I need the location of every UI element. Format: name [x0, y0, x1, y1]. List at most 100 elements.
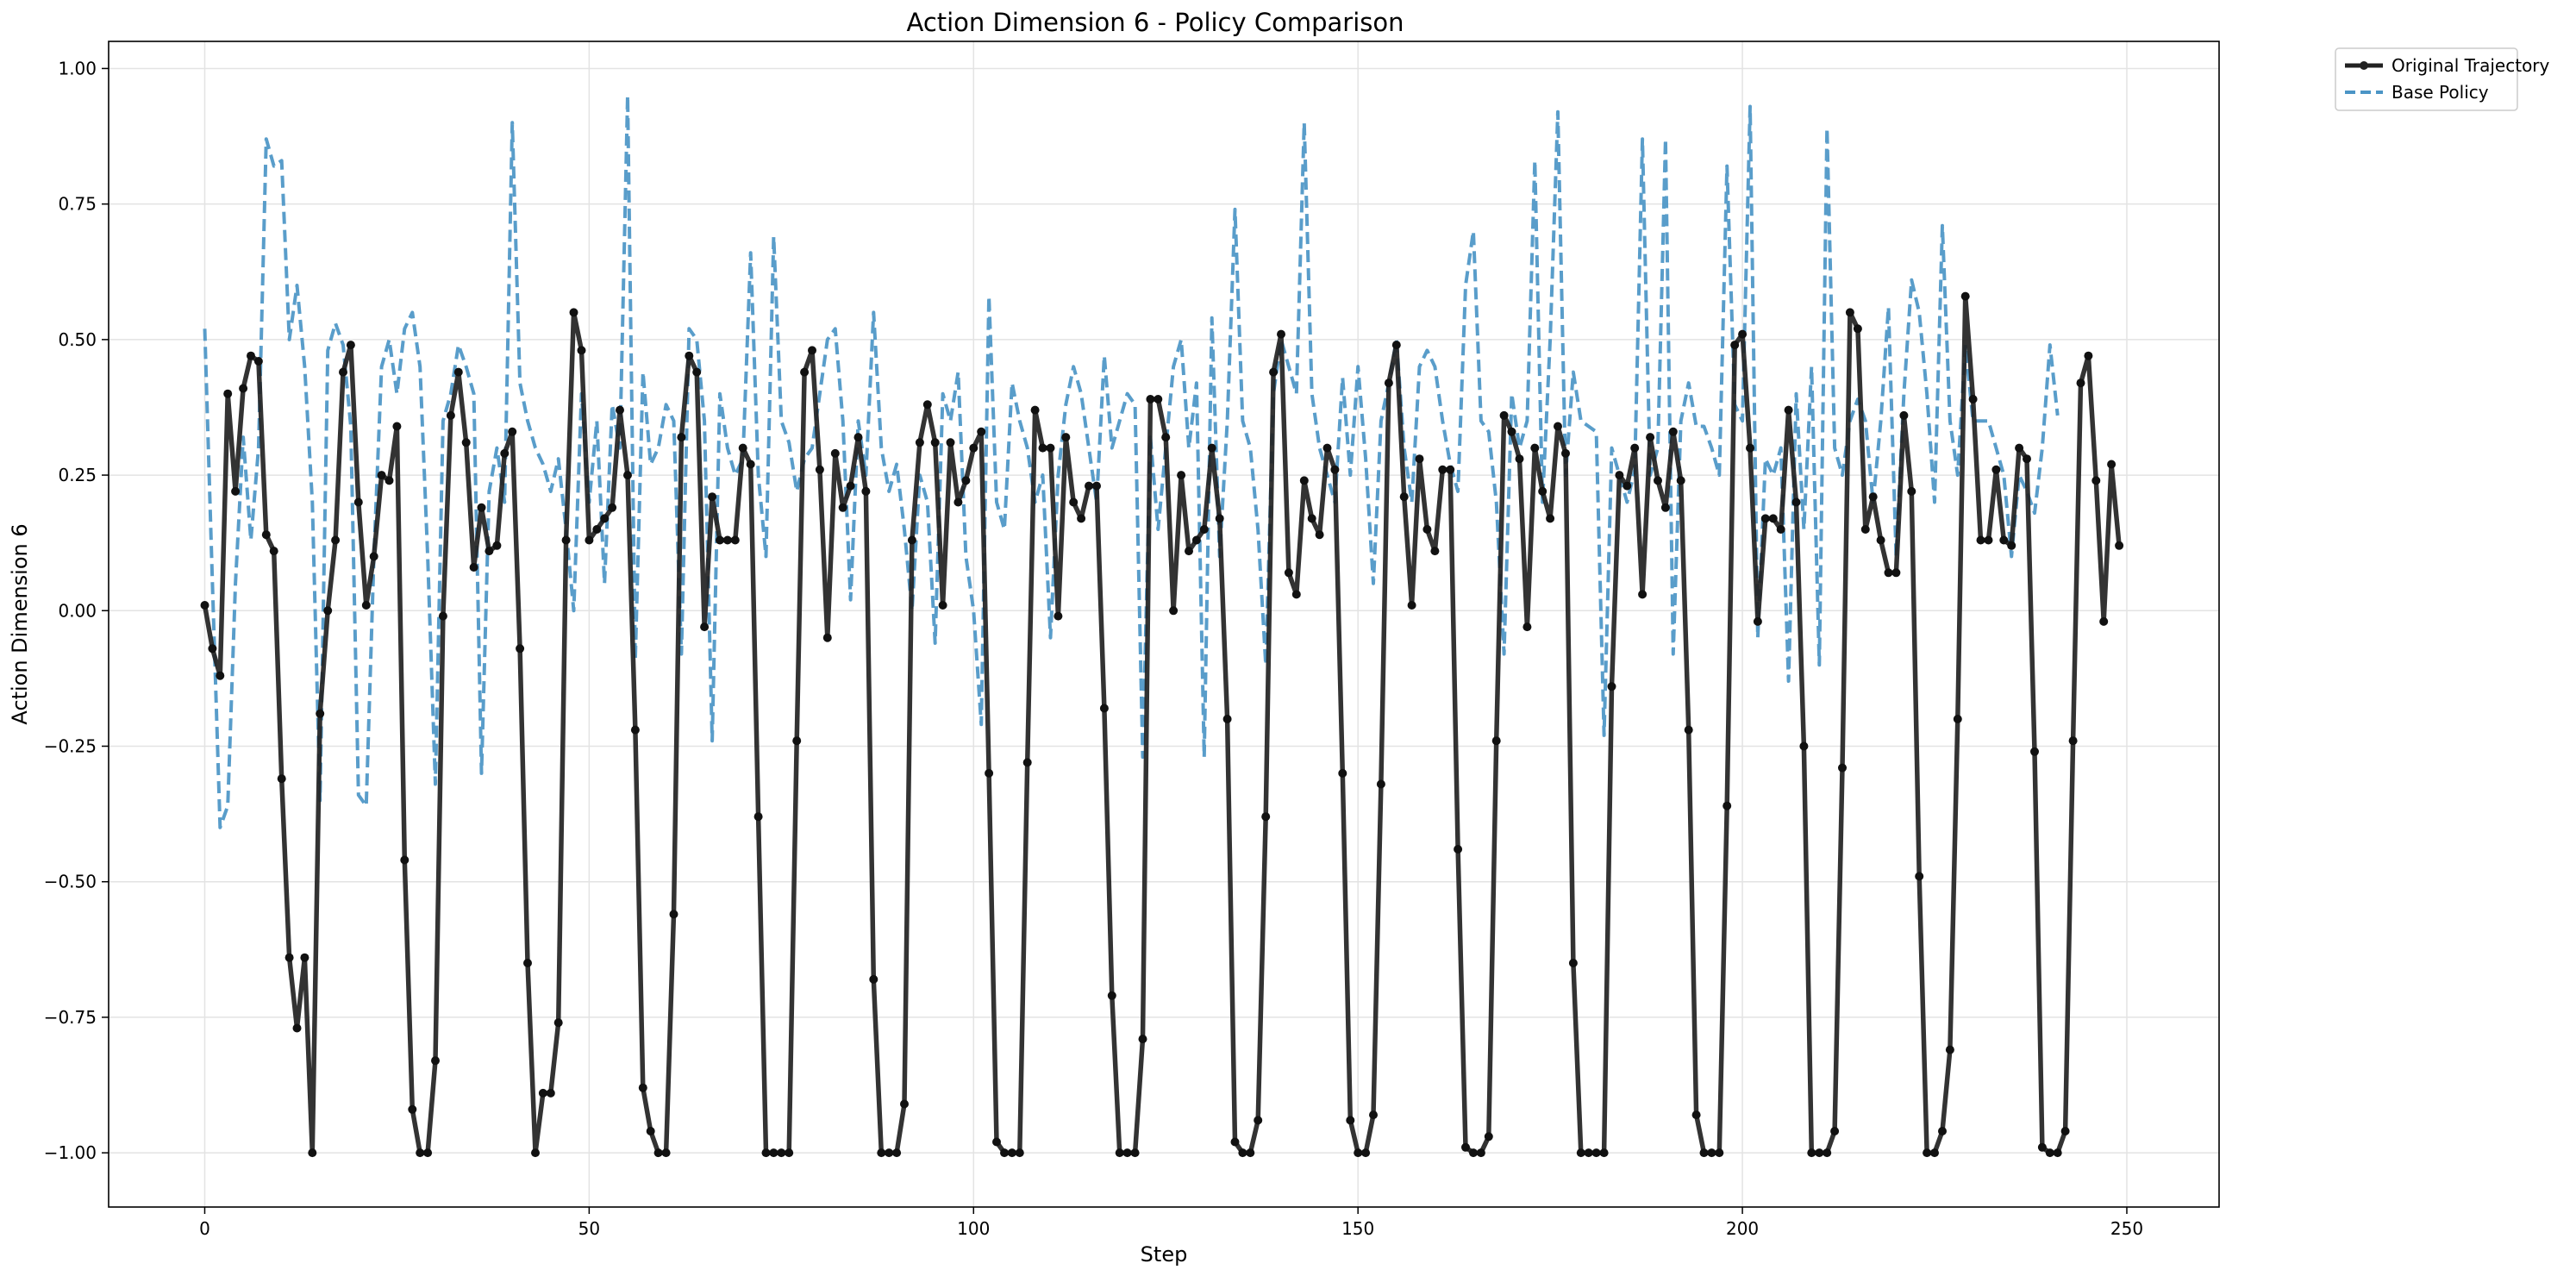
data-point-original	[1069, 497, 1079, 507]
data-point-original	[746, 460, 755, 469]
data-point-original	[1884, 568, 1893, 578]
data-point-original	[1576, 1148, 1585, 1158]
data-point-original	[1000, 1148, 1009, 1158]
data-point-original	[253, 357, 263, 366]
data-point-original	[616, 405, 624, 415]
data-point-original	[1277, 329, 1285, 339]
data-point-original	[1768, 514, 1778, 523]
data-point-original	[1868, 492, 1878, 502]
data-point-original	[577, 346, 586, 355]
y-tick-label: 0.25	[58, 465, 97, 485]
data-point-original	[1554, 422, 1562, 431]
data-point-original	[1976, 535, 1985, 545]
data-point-original	[677, 433, 686, 442]
base-policy-layer	[203, 93, 2060, 829]
data-point-original	[553, 1018, 563, 1028]
data-point-original	[508, 427, 517, 436]
data-point-original	[1399, 492, 1409, 502]
data-point-original	[1991, 465, 2001, 474]
data-point-original	[2099, 616, 2109, 626]
data-point-original	[1384, 378, 1393, 388]
data-point-original	[2076, 378, 2085, 388]
data-point-original	[284, 953, 294, 962]
data-point-original	[722, 535, 732, 545]
data-point-original	[646, 1127, 655, 1135]
data-point-original	[1930, 1148, 1939, 1158]
data-point-original	[2091, 476, 2101, 485]
data-point-original	[231, 486, 241, 496]
data-point-original	[830, 448, 840, 458]
data-point-original	[1007, 1148, 1016, 1158]
data-point-original	[392, 422, 402, 431]
data-point-original	[477, 503, 486, 512]
data-point-original	[1707, 1148, 1716, 1158]
y-axis-ticks: −1.00 −0.75 −0.50 −0.25 0.00 0.25 0.50 0.75 1.00	[44, 58, 109, 1163]
data-point-original	[953, 497, 963, 507]
data-point-original	[261, 530, 271, 540]
y-tick-label: 1.00	[58, 58, 97, 78]
series-line-original-trajectory	[202, 293, 2122, 1155]
data-point-original	[1315, 530, 1324, 540]
data-point-original	[1261, 812, 1271, 822]
data-point-original	[1923, 1148, 1932, 1158]
data-point-original	[1185, 547, 1193, 556]
data-point-original	[1630, 443, 1640, 453]
x-tick-label: 0	[199, 1218, 210, 1239]
data-point-original	[708, 492, 717, 502]
y-tick-label: 0.50	[58, 329, 97, 350]
data-point-original	[877, 1148, 886, 1158]
data-point-original	[792, 736, 802, 746]
data-point-original	[1654, 476, 1662, 485]
data-point-original	[992, 1137, 1001, 1147]
data-point-original	[769, 1148, 778, 1158]
data-point-original	[369, 552, 378, 561]
data-point-original	[2107, 460, 2116, 469]
data-point-original	[930, 438, 940, 447]
data-point-original	[1723, 801, 1732, 810]
data-point-original	[1099, 704, 1109, 713]
data-point-original	[1446, 465, 1455, 474]
data-point-original	[1215, 514, 1224, 523]
data-point-original	[1038, 443, 1047, 453]
data-point-original	[2068, 736, 2078, 746]
data-point-original	[1199, 525, 1209, 534]
data-point-original	[216, 671, 225, 680]
data-point-original	[1346, 1116, 1355, 1125]
data-point-original	[2045, 1148, 2054, 1158]
data-point-original	[1284, 568, 1293, 578]
data-point-original	[1638, 590, 1648, 599]
data-point-original	[500, 448, 510, 458]
data-point-original	[1546, 514, 1555, 523]
data-point-original	[1776, 525, 1785, 534]
data-point-original	[1030, 405, 1040, 415]
data-point-original	[1838, 763, 1847, 772]
data-point-original	[239, 384, 248, 393]
data-point-original	[1691, 1110, 1701, 1120]
data-point-original	[861, 486, 871, 496]
data-point-original	[1207, 443, 1216, 453]
data-point-original	[1999, 535, 2009, 545]
data-point-original	[885, 1148, 894, 1158]
data-point-original	[777, 1148, 786, 1158]
data-point-original	[1530, 443, 1540, 453]
data-point-original	[1354, 1148, 1363, 1158]
data-point-original	[1022, 758, 1032, 767]
data-point-original	[600, 514, 610, 523]
data-point-original	[1422, 525, 1432, 534]
data-point-original	[1254, 1116, 1263, 1125]
data-point-original	[1361, 1148, 1371, 1158]
data-point-original	[630, 725, 640, 735]
legend: Original Trajectory Base Policy	[2335, 47, 2550, 111]
data-point-original	[907, 535, 916, 545]
y-tick-label: −1.00	[44, 1142, 97, 1163]
data-point-original	[669, 910, 678, 919]
data-point-original	[592, 525, 602, 534]
data-point-original	[846, 481, 855, 491]
data-point-original	[2007, 541, 2016, 550]
data-point-original	[1391, 341, 1401, 350]
data-point-original	[1077, 514, 1086, 523]
data-point-original	[822, 633, 832, 642]
data-point-original	[1130, 1148, 1140, 1158]
data-point-original	[977, 427, 986, 436]
data-point-original	[277, 774, 286, 784]
